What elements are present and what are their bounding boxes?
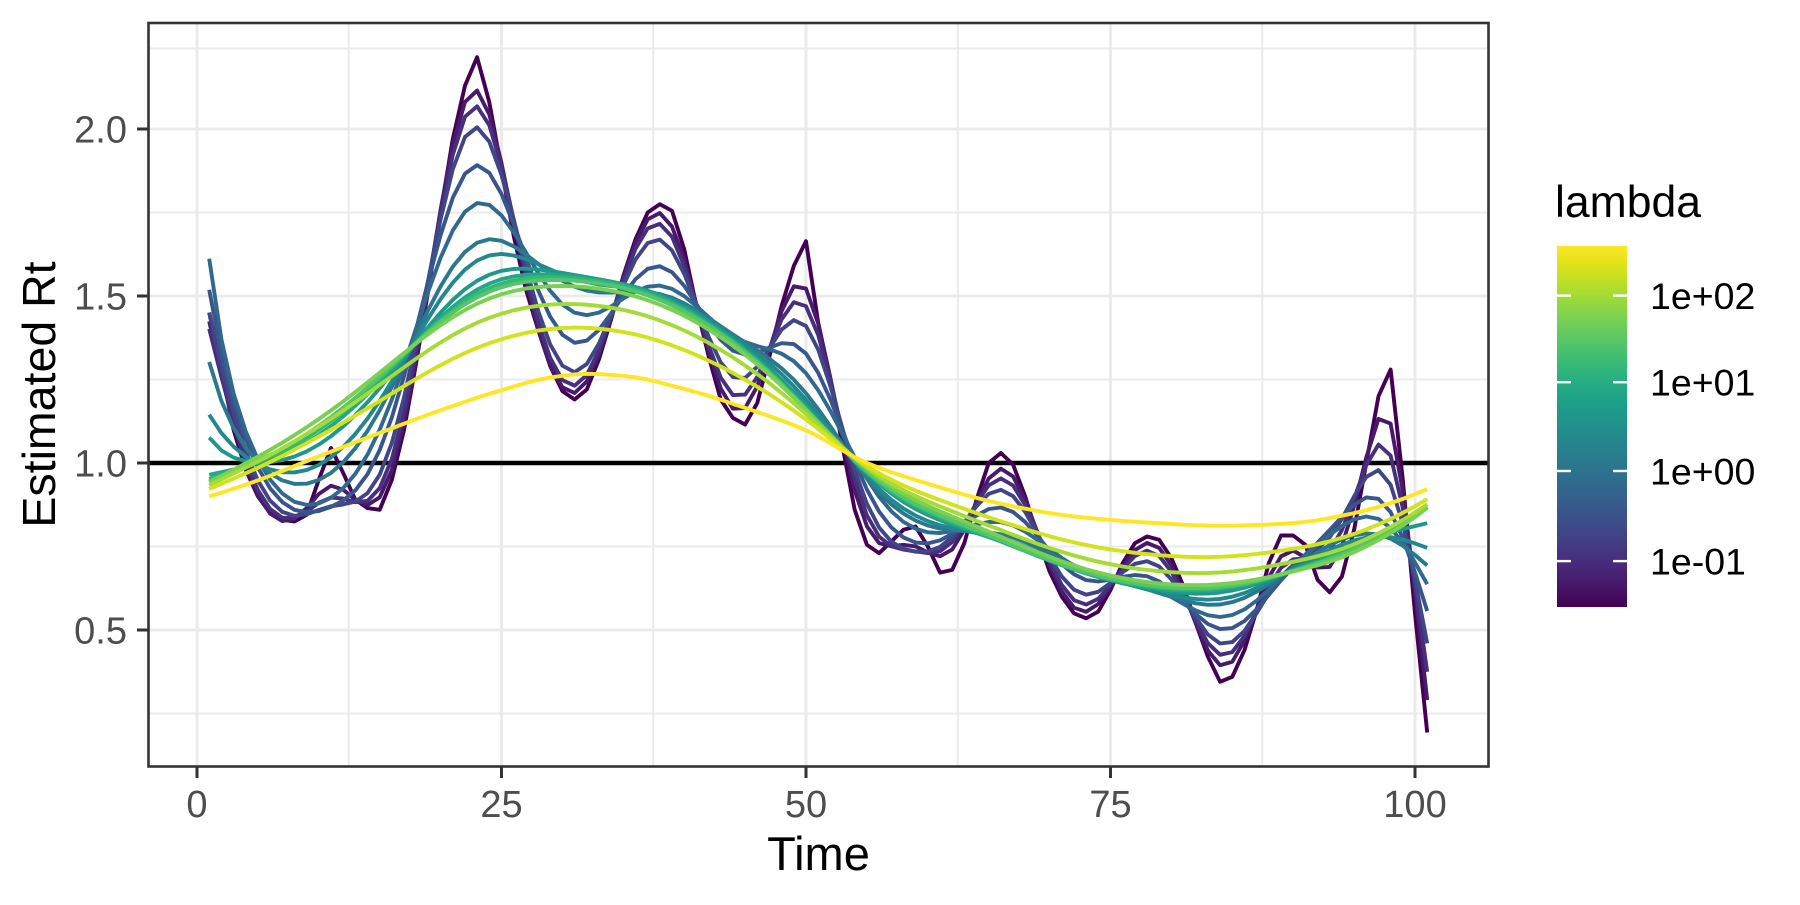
svg-text:lambda: lambda — [1555, 178, 1701, 227]
svg-text:1.0: 1.0 — [74, 444, 127, 486]
svg-text:1.5: 1.5 — [74, 277, 127, 319]
svg-text:0.5: 0.5 — [74, 611, 127, 653]
svg-text:25: 25 — [480, 784, 522, 826]
svg-text:1e-01: 1e-01 — [1650, 541, 1746, 583]
svg-text:75: 75 — [1089, 784, 1131, 826]
svg-text:Estimated Rt: Estimated Rt — [13, 261, 65, 527]
svg-text:1e+00: 1e+00 — [1650, 451, 1755, 493]
svg-text:Time: Time — [767, 827, 870, 880]
svg-text:1e+01: 1e+01 — [1650, 362, 1755, 404]
svg-text:2.0: 2.0 — [74, 110, 127, 152]
svg-text:1e+02: 1e+02 — [1650, 275, 1755, 317]
svg-text:100: 100 — [1383, 784, 1446, 826]
svg-text:50: 50 — [785, 784, 827, 826]
svg-text:0: 0 — [186, 784, 207, 826]
